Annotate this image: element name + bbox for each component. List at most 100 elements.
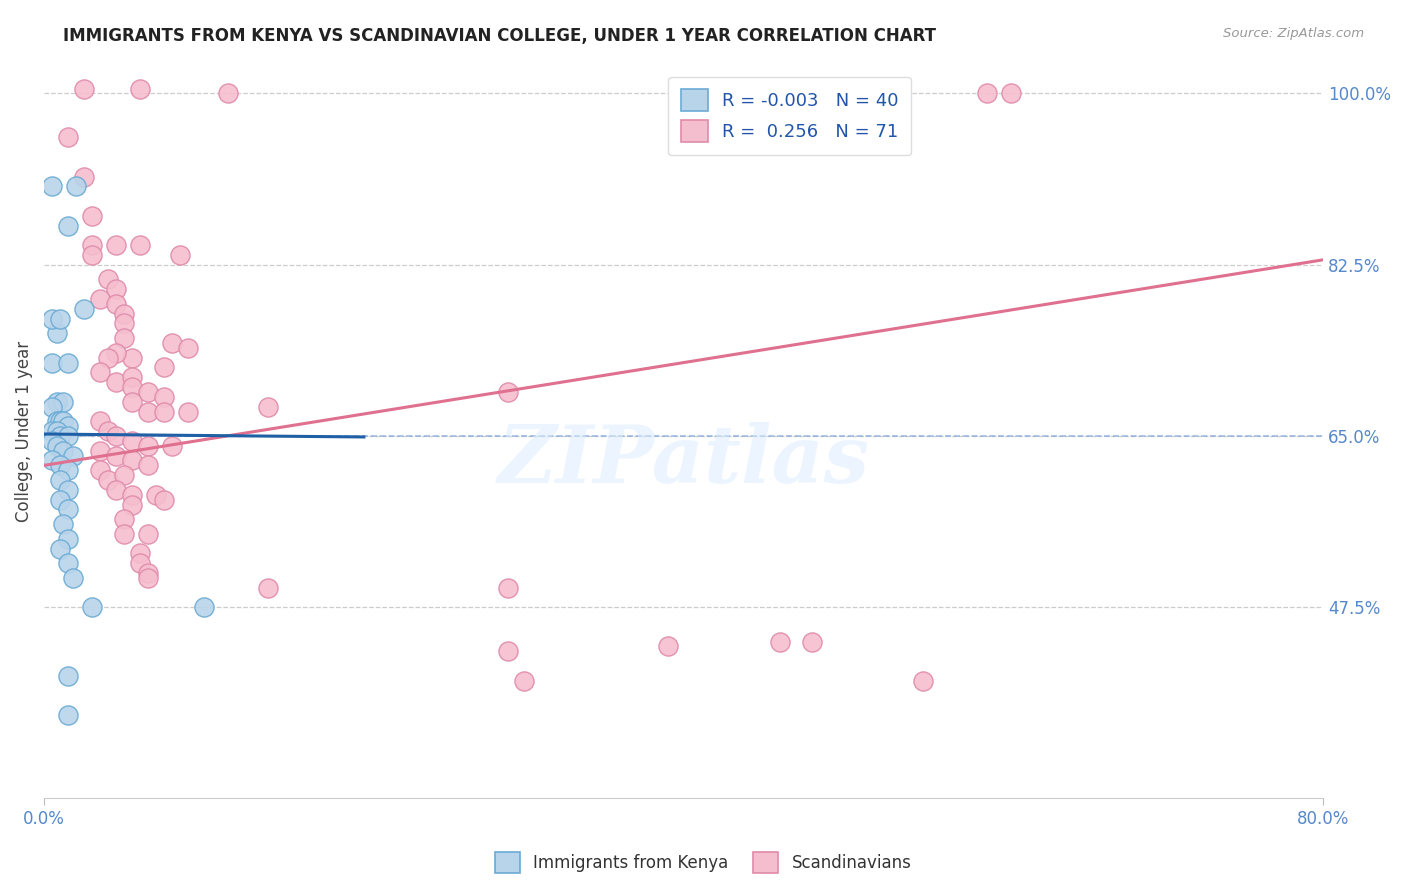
Point [80,600,103,615]
Point [49,414,72,428]
Point [153,492,176,507]
Point [145,488,167,502]
Point [121,380,143,394]
Point [45,394,67,409]
Point [217,87,239,101]
Point [513,673,536,688]
Point [89,463,111,477]
Point [56,669,79,683]
Legend: Immigrants from Kenya, Scandinavians: Immigrants from Kenya, Scandinavians [488,846,918,880]
Point [105,297,128,311]
Point [153,360,176,375]
Point [121,498,143,512]
Point [97,473,120,487]
Text: ZIPatlas: ZIPatlas [498,422,870,500]
Point [193,600,215,615]
Point [976,87,998,101]
Point [49,492,72,507]
Point [177,404,200,418]
Point [129,546,152,560]
Point [41,179,63,194]
Point [80,209,103,223]
Point [56,219,79,233]
Text: IMMIGRANTS FROM KENYA VS SCANDINAVIAN COLLEGE, UNDER 1 YEAR CORRELATION CHART: IMMIGRANTS FROM KENYA VS SCANDINAVIAN CO… [63,27,936,45]
Point [112,512,135,526]
Point [52,517,75,532]
Point [257,400,280,414]
Point [105,449,128,463]
Point [112,331,135,345]
Point [121,351,143,365]
Y-axis label: College, Under 1 year: College, Under 1 year [15,341,32,522]
Point [153,390,176,404]
Point [112,317,135,331]
Point [97,272,120,286]
Point [49,458,72,473]
Point [105,238,128,252]
Point [41,311,63,326]
Point [45,414,67,428]
Point [136,527,159,541]
Point [129,556,152,570]
Point [160,439,183,453]
Point [41,434,63,448]
Point [49,473,72,487]
Point [73,301,96,316]
Point [129,238,152,252]
Point [56,708,79,723]
Point [177,341,200,355]
Point [800,634,823,648]
Point [56,429,79,443]
Point [121,453,143,467]
Point [56,556,79,570]
Point [105,375,128,389]
Point [496,644,519,658]
Point [56,502,79,516]
Point [105,282,128,296]
Point [73,169,96,184]
Point [169,248,191,262]
Point [52,394,75,409]
Point [112,307,135,321]
Point [65,179,87,194]
Point [257,581,280,595]
Point [56,483,79,497]
Point [62,571,84,585]
Point [136,384,159,399]
Point [89,443,111,458]
Legend: R = -0.003   N = 40, R =  0.256   N = 71: R = -0.003 N = 40, R = 0.256 N = 71 [668,77,911,155]
Point [56,355,79,369]
Point [136,404,159,418]
Point [45,326,67,341]
Point [496,581,519,595]
Point [73,81,96,95]
Point [496,384,519,399]
Point [45,424,67,438]
Point [121,434,143,448]
Point [105,483,128,497]
Point [80,238,103,252]
Point [41,424,63,438]
Point [121,488,143,502]
Point [49,311,72,326]
Point [136,458,159,473]
Point [49,541,72,556]
Point [129,81,152,95]
Point [56,130,79,145]
Point [45,439,67,453]
Point [105,346,128,360]
Point [112,468,135,483]
Point [52,443,75,458]
Point [89,414,111,428]
Point [105,429,128,443]
Point [121,394,143,409]
Point [56,463,79,477]
Point [153,404,176,418]
Point [56,532,79,546]
Point [160,336,183,351]
Point [912,673,935,688]
Point [97,351,120,365]
Point [41,400,63,414]
Point [657,640,679,654]
Point [136,566,159,580]
